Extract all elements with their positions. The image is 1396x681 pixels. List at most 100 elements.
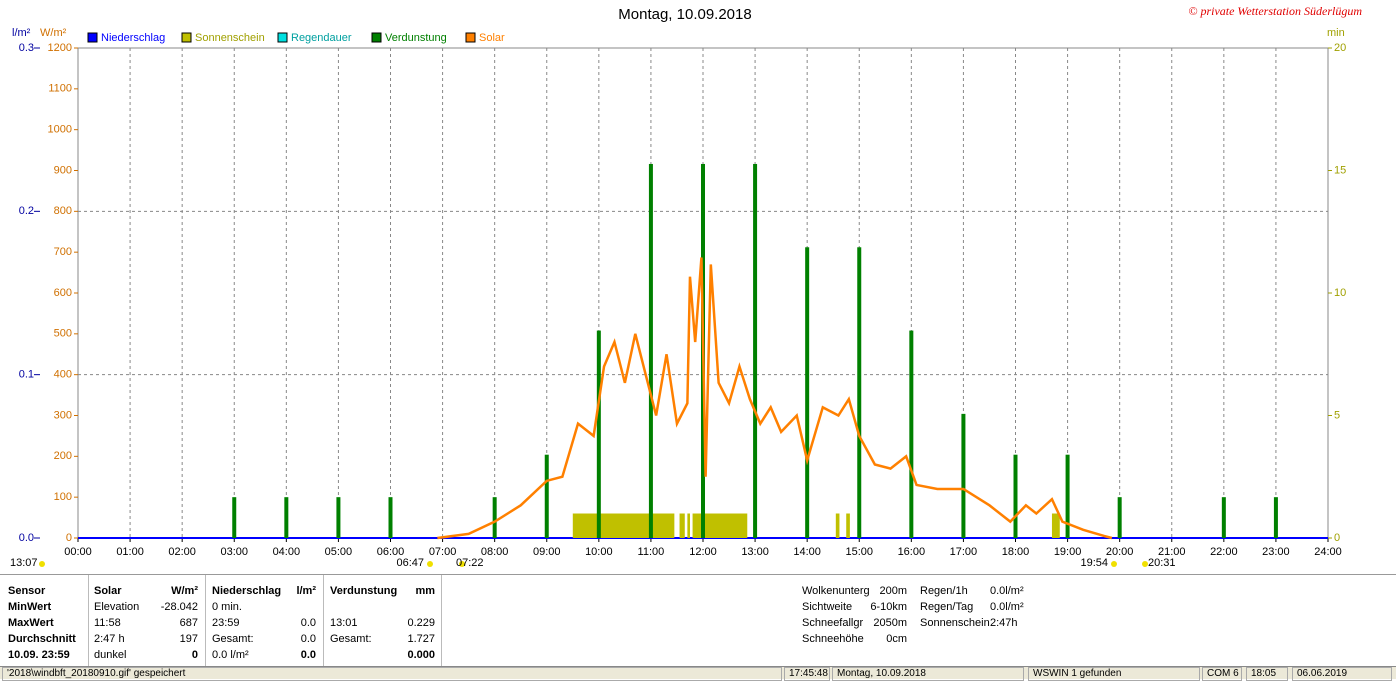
y2-tick-label: 400 [54,369,72,381]
divider [441,575,442,667]
y2-tick-label: 300 [54,409,72,421]
stat-cell: 0.000 [407,649,435,661]
status-field: 17:45:48 [784,667,830,681]
x-tick-label: 06:00 [377,546,405,558]
stat-cell: 0 [191,649,198,661]
evaporation-bar [805,247,810,538]
stat-cell: 0.0l/m² [990,601,1024,613]
divider [88,575,89,667]
sun-time: 06:47 [396,557,424,569]
stat-cell: Elevation [94,601,140,613]
stat-cell: Regen/1h [920,585,968,597]
evaporation-bar [388,497,393,538]
sun-time: 19:54 [1080,557,1108,569]
status-field: WSWIN 1 gefunden [1028,667,1200,681]
status-bar: '2018\windbft_20180910.gif' gespeichert 1… [0,666,1396,681]
stat-cell: 23:59 [212,617,240,629]
chart: Montag, 10.09.2018 © private Wetterstati… [10,4,1362,569]
stat-cell: Gesamt: [330,633,372,645]
x-tick-label: 00:00 [64,546,92,558]
x-tick-label: 04:00 [273,546,301,558]
x-tick-label: 20:00 [1106,546,1134,558]
stat-cell: Durchschnitt [8,633,76,645]
stat-cell: 2:47h [990,617,1018,629]
x-tick-label: 21:00 [1158,546,1186,558]
evaporation-bar [961,413,966,538]
legend-label: Regendauer [291,32,352,44]
stat-cell: 10.09. 23:59 [8,649,70,661]
y-tick-label: 0.1 [19,369,34,381]
x-tick-label: 24:00 [1314,546,1342,558]
stat-cell: 1.727 [407,633,435,645]
x-tick-label: 15:00 [845,546,873,558]
y-tick-label: 0.3 [19,42,34,54]
x-tick-label: 19:00 [1054,546,1082,558]
sun-marker [1111,561,1117,567]
stat-cell: Regen/Tag [920,601,974,613]
stat-cell: 2:47 h [94,633,125,645]
evaporation-bar [336,497,341,538]
stat-cell: MaxWert [8,617,54,629]
y2-tick-label: 100 [54,491,72,503]
x-tick-label: 23:00 [1262,546,1290,558]
x-tick-label: 02:00 [168,546,196,558]
x-tick-label: 10:00 [585,546,613,558]
x-tick-label: 07:00 [429,546,457,558]
sun-marker [427,561,433,567]
divider [323,575,324,667]
y2-tick-label: 1100 [48,83,72,95]
y2-tick-label: 800 [54,205,72,217]
stat-cell: 0.229 [407,617,435,629]
x-tick-label: 08:00 [481,546,509,558]
stat-cell: Gesamt: [212,633,254,645]
stat-cell: Solar [94,585,122,597]
x-tick-label: 14:00 [793,546,821,558]
legend-label: Solar [479,32,505,44]
status-field: Montag, 10.09.2018 [832,667,1024,681]
chart-title: Montag, 10.09.2018 [618,6,751,23]
y3-tick-label: 20 [1334,42,1346,54]
y2-tick-label: 0 [66,532,72,544]
stat-cell: 0 min. [212,601,242,613]
y2-tick-label: 1000 [48,124,72,136]
legend-label: Sonnenschein [195,32,265,44]
evaporation-bar [232,497,237,538]
copyright: © private Wetterstation Süderlügum [1188,4,1362,18]
x-tick-label: 09:00 [533,546,561,558]
legend-label: Niederschlag [101,32,165,44]
legend-label: Verdunstung [385,32,447,44]
y-axis-label: l/m² [12,27,31,39]
sun-time: 07:22 [456,557,484,569]
y2-tick-label: 700 [54,246,72,258]
x-tick-label: 03:00 [220,546,248,558]
sun-marker [1142,561,1148,567]
sunshine-bar [692,513,748,538]
stat-cell: Schneehöhe [802,633,864,645]
legend-swatch [181,32,192,43]
stat-cell: l/m² [296,585,316,597]
x-tick-label: 01:00 [116,546,144,558]
y2-tick-label: 600 [54,287,72,299]
stat-cell: dunkel [94,649,127,661]
y3-tick-label: 0 [1334,532,1340,544]
legend-swatch [371,32,382,43]
y3-axis-label: min [1327,27,1345,39]
legend-swatch [87,32,98,43]
x-tick-label: 11:00 [638,546,665,558]
evaporation-bar [648,163,653,538]
evaporation-bar [857,247,862,538]
evaporation-bar [596,330,601,538]
stat-cell: W/m² [171,585,198,597]
stat-cell: 0.0 l/m² [212,649,249,661]
sunshine-bar [1051,513,1060,538]
sun-time: 20:31 [1148,557,1176,569]
stat-cell: -28.042 [160,601,198,613]
divider [205,575,206,667]
status-field: '2018\windbft_20180910.gif' gespeichert [2,667,782,681]
x-tick-label: 18:00 [1002,546,1030,558]
stat-cell: 0cm [886,633,907,645]
evaporation-bar [753,163,758,538]
evaporation-bar [284,497,289,538]
stat-cell: Sensor [8,585,46,597]
stat-cell: 0.0l/m² [990,585,1024,597]
